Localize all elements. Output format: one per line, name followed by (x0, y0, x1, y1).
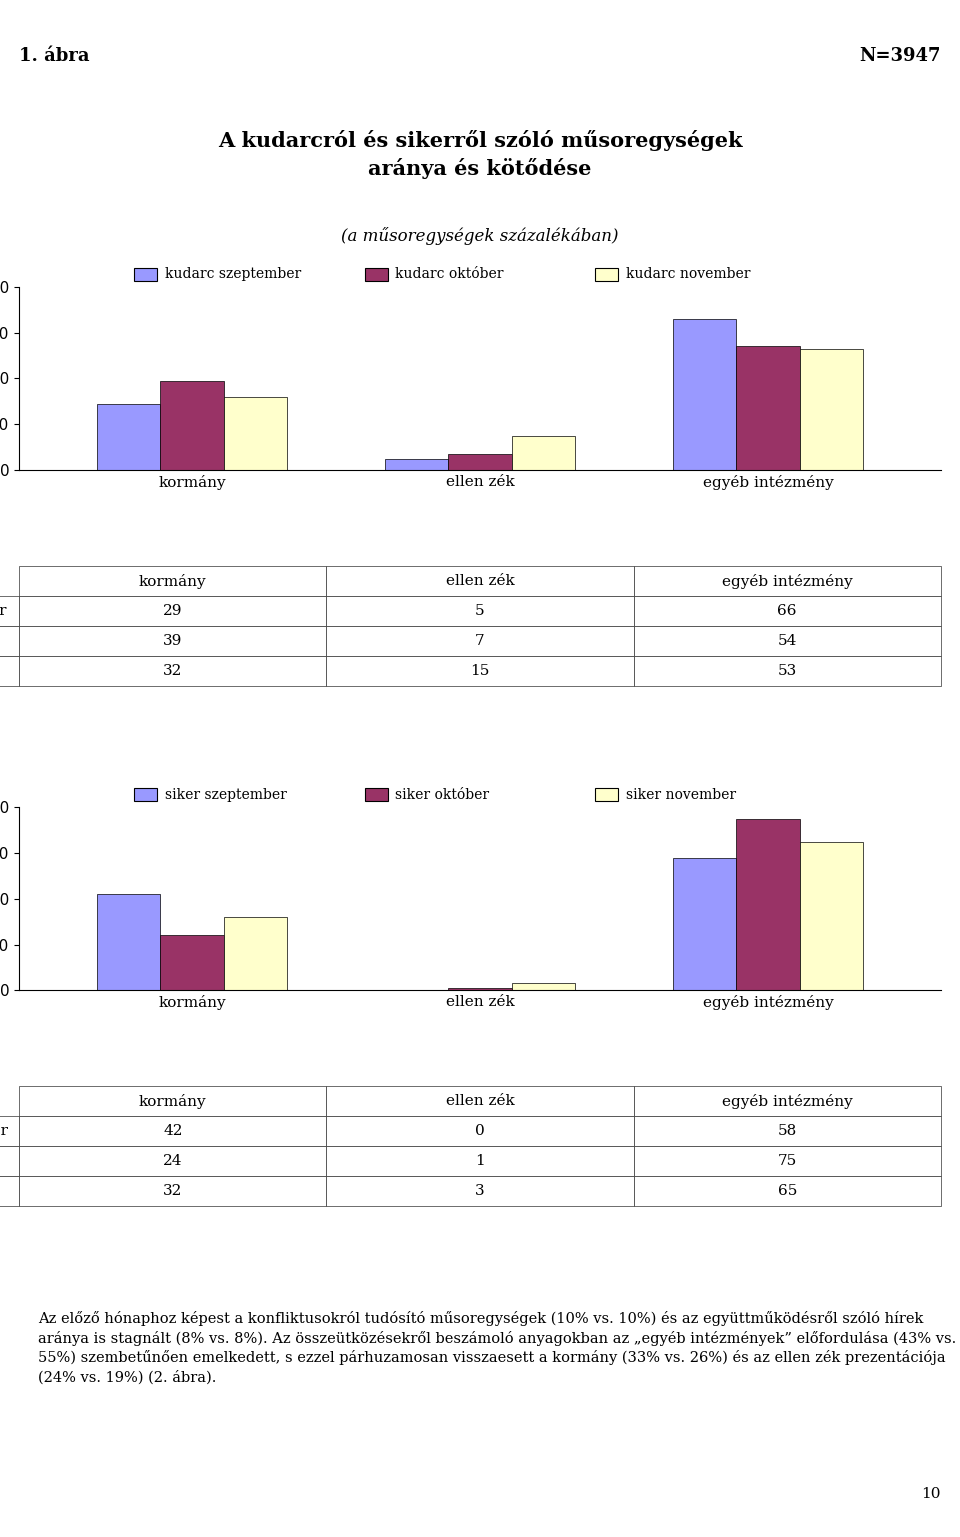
Bar (160, 381, 224, 470)
Bar (673, 858, 736, 990)
FancyBboxPatch shape (134, 267, 157, 281)
Bar (800, 349, 863, 470)
FancyBboxPatch shape (595, 788, 618, 801)
Bar (385, 458, 448, 470)
Bar (800, 842, 863, 990)
Bar (512, 984, 575, 990)
Text: siker november: siker november (626, 787, 735, 802)
Text: (a műsoregységek százalékában): (a műsoregységek százalékában) (341, 227, 619, 246)
FancyBboxPatch shape (134, 788, 157, 801)
Text: 10: 10 (922, 1488, 941, 1502)
Bar (673, 318, 736, 470)
Bar (448, 453, 512, 470)
FancyBboxPatch shape (365, 267, 388, 281)
FancyBboxPatch shape (595, 267, 618, 281)
Text: siker szeptember: siker szeptember (165, 787, 287, 802)
Text: kudarc szeptember: kudarc szeptember (165, 267, 301, 281)
Bar (97, 895, 160, 990)
Bar (736, 819, 800, 990)
Bar (224, 397, 287, 470)
Bar (97, 404, 160, 470)
Text: 1. ábra: 1. ábra (19, 48, 89, 66)
Text: Az előző hónaphoz képest a konfliktusokról tudósító műsoregységek (10% vs. 10%) : Az előző hónaphoz képest a konfliktusokr… (37, 1311, 956, 1385)
Text: kudarc november: kudarc november (626, 267, 750, 281)
FancyBboxPatch shape (365, 788, 388, 801)
Bar (736, 346, 800, 470)
Bar (160, 936, 224, 990)
Bar (448, 988, 512, 990)
Text: kudarc október: kudarc október (396, 267, 504, 281)
Bar (512, 435, 575, 470)
Text: N=3947: N=3947 (859, 48, 941, 66)
Text: A kudarcról és sikerről szóló műsoregységek
aránya és kötődése: A kudarcról és sikerről szóló műsoregysé… (218, 131, 742, 180)
Text: siker október: siker október (396, 787, 490, 802)
Bar (224, 918, 287, 990)
